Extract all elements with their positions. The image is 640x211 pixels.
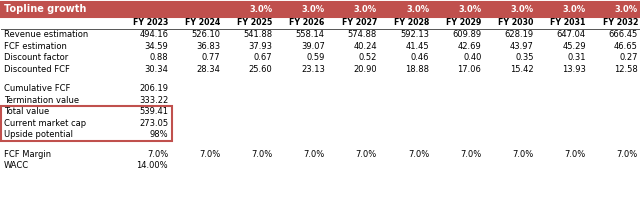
Text: Discount factor: Discount factor [4, 53, 68, 62]
Text: 0.59: 0.59 [307, 53, 325, 62]
Text: 34.59: 34.59 [145, 42, 168, 51]
Text: Cumulative FCF: Cumulative FCF [4, 84, 70, 93]
Text: 0.77: 0.77 [202, 53, 220, 62]
Text: WACC: WACC [4, 161, 29, 170]
Text: Upside potential: Upside potential [4, 130, 73, 139]
Text: 7.0%: 7.0% [408, 150, 429, 159]
Text: 20.90: 20.90 [353, 65, 377, 74]
Text: 541.88: 541.88 [243, 30, 273, 39]
Text: 15.42: 15.42 [510, 65, 534, 74]
Text: 7.0%: 7.0% [303, 150, 325, 159]
Text: Topline growth: Topline growth [4, 4, 86, 14]
Text: 273.05: 273.05 [139, 119, 168, 128]
Text: 666.45: 666.45 [609, 30, 638, 39]
Text: 0.27: 0.27 [620, 53, 638, 62]
Text: 30.34: 30.34 [145, 65, 168, 74]
Text: 14.00%: 14.00% [136, 161, 168, 170]
Text: 0.40: 0.40 [463, 53, 481, 62]
Text: 7.0%: 7.0% [617, 150, 638, 159]
Text: 12.58: 12.58 [614, 65, 638, 74]
Text: 539.41: 539.41 [140, 107, 168, 116]
Text: 206.19: 206.19 [140, 84, 168, 93]
Text: 41.45: 41.45 [406, 42, 429, 51]
Text: 43.97: 43.97 [509, 42, 534, 51]
Text: 45.29: 45.29 [562, 42, 586, 51]
Text: 333.22: 333.22 [139, 96, 168, 105]
Text: 28.34: 28.34 [196, 65, 220, 74]
Text: 574.88: 574.88 [348, 30, 377, 39]
Text: 7.0%: 7.0% [460, 150, 481, 159]
Text: 98%: 98% [150, 130, 168, 139]
Text: FY 2026: FY 2026 [289, 18, 325, 27]
Text: Total value: Total value [4, 107, 49, 116]
Text: FCF estimation: FCF estimation [4, 42, 67, 51]
Text: 0.35: 0.35 [515, 53, 534, 62]
Text: 494.16: 494.16 [140, 30, 168, 39]
Text: 3.0%: 3.0% [615, 5, 638, 14]
Text: FY 2025: FY 2025 [237, 18, 273, 27]
Text: 0.67: 0.67 [254, 53, 273, 62]
Text: FY 2031: FY 2031 [550, 18, 586, 27]
Text: 3.0%: 3.0% [458, 5, 481, 14]
Text: 7.0%: 7.0% [513, 150, 534, 159]
Text: 13.93: 13.93 [562, 65, 586, 74]
Bar [1, 2, 639, 16]
Text: 3.0%: 3.0% [563, 5, 586, 14]
Text: 0.88: 0.88 [150, 53, 168, 62]
Text: 3.0%: 3.0% [354, 5, 377, 14]
Text: Revenue estimation: Revenue estimation [4, 30, 88, 39]
Text: Discounted FCF: Discounted FCF [4, 65, 70, 74]
Text: 0.31: 0.31 [567, 53, 586, 62]
Text: 526.10: 526.10 [191, 30, 220, 39]
Text: 39.07: 39.07 [301, 42, 325, 51]
Text: 40.24: 40.24 [353, 42, 377, 51]
Text: 37.93: 37.93 [248, 42, 273, 51]
Text: FY 2023: FY 2023 [133, 18, 168, 27]
Text: 3.0%: 3.0% [250, 5, 273, 14]
Text: FY 2024: FY 2024 [185, 18, 220, 27]
Text: FY 2032: FY 2032 [603, 18, 638, 27]
Text: 25.60: 25.60 [249, 65, 273, 74]
Bar [1, 2, 639, 16]
Bar [1, 106, 172, 141]
Text: 7.0%: 7.0% [564, 150, 586, 159]
Text: 42.69: 42.69 [458, 42, 481, 51]
Text: 36.83: 36.83 [196, 42, 220, 51]
Text: FCF Margin: FCF Margin [4, 150, 51, 159]
Text: FY 2029: FY 2029 [446, 18, 481, 27]
Text: 3.0%: 3.0% [406, 5, 429, 14]
Text: 46.65: 46.65 [614, 42, 638, 51]
Text: 0.46: 0.46 [411, 53, 429, 62]
Text: FY 2028: FY 2028 [394, 18, 429, 27]
Text: 18.88: 18.88 [405, 65, 429, 74]
Text: 7.0%: 7.0% [356, 150, 377, 159]
Text: Current market cap: Current market cap [4, 119, 86, 128]
Text: 628.19: 628.19 [504, 30, 534, 39]
Text: 7.0%: 7.0% [252, 150, 273, 159]
Text: Termination value: Termination value [4, 96, 79, 105]
Text: 609.89: 609.89 [452, 30, 481, 39]
Text: 558.14: 558.14 [296, 30, 325, 39]
Text: 647.04: 647.04 [557, 30, 586, 39]
Text: 17.06: 17.06 [458, 65, 481, 74]
Text: 3.0%: 3.0% [511, 5, 534, 14]
Text: 7.0%: 7.0% [147, 150, 168, 159]
Text: 3.0%: 3.0% [301, 5, 325, 14]
Text: 7.0%: 7.0% [199, 150, 220, 159]
Text: 592.13: 592.13 [400, 30, 429, 39]
Text: FY 2027: FY 2027 [342, 18, 377, 27]
Text: 0.52: 0.52 [358, 53, 377, 62]
Text: 23.13: 23.13 [301, 65, 325, 74]
Text: FY 2030: FY 2030 [498, 18, 534, 27]
